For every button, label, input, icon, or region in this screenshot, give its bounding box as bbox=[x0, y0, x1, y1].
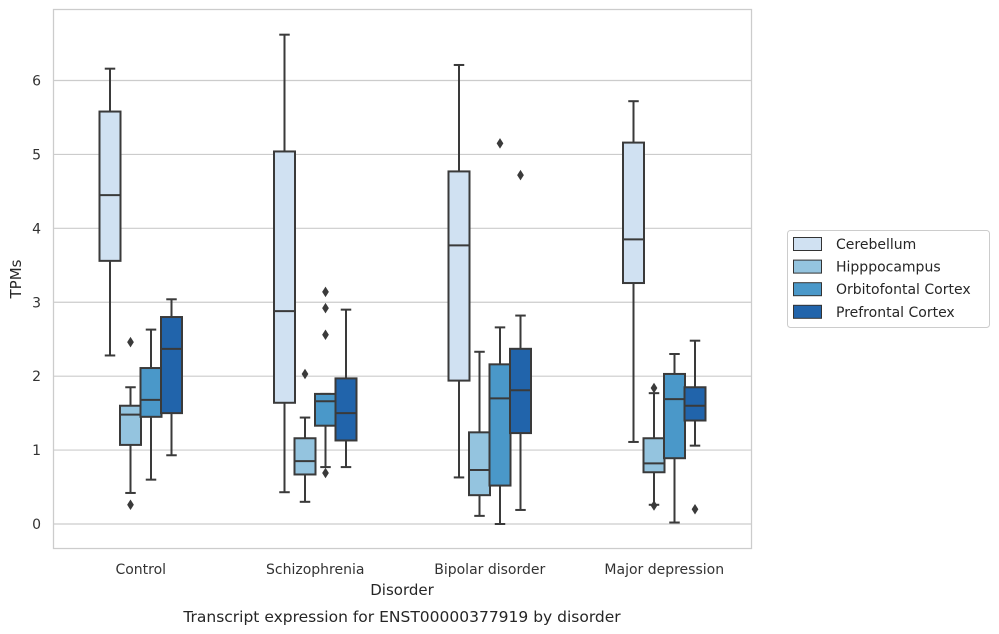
box-body bbox=[447, 170, 471, 382]
outlier-point bbox=[301, 368, 309, 380]
box-3-3 bbox=[683, 339, 707, 515]
box-3-2 bbox=[509, 169, 532, 511]
box-body bbox=[273, 150, 296, 404]
outlier-point bbox=[322, 302, 329, 314]
box-1-0 bbox=[119, 336, 142, 511]
box-body bbox=[488, 363, 512, 487]
legend-frame bbox=[787, 230, 990, 328]
box-body bbox=[293, 437, 317, 476]
box-body bbox=[663, 372, 686, 460]
legend: Cerebellum Hipppocampus Orbitofontal Corte… bbox=[787, 230, 990, 328]
box-body bbox=[119, 404, 142, 446]
outlier-point bbox=[691, 503, 699, 515]
y-tick-label: 6 bbox=[32, 74, 41, 90]
y-tick-label: 5 bbox=[32, 147, 41, 163]
outlier-point bbox=[322, 467, 329, 479]
box-body bbox=[642, 437, 666, 474]
box-1-1 bbox=[293, 368, 317, 503]
outlier-point bbox=[650, 500, 658, 511]
x-tick-labels: Control Schizophrenia Bipolar disorder Majo… bbox=[115, 562, 724, 578]
y-tick-labels: 0 1 2 3 4 5 6 bbox=[32, 74, 41, 534]
x-tick-label: Bipolar disorder bbox=[434, 562, 545, 578]
y-tick-label: 3 bbox=[32, 295, 41, 311]
outlier-point bbox=[127, 336, 134, 348]
legend-swatch bbox=[793, 237, 822, 251]
box-2-2 bbox=[488, 138, 512, 525]
box-3-0 bbox=[160, 298, 183, 457]
box-body bbox=[468, 431, 491, 497]
legend-label: Hipppocampus bbox=[836, 260, 941, 276]
legend-label: Prefrontal Cortex bbox=[836, 305, 955, 321]
box-body bbox=[139, 367, 163, 418]
box-2-0 bbox=[139, 328, 163, 481]
y-tick-label: 4 bbox=[32, 221, 41, 237]
y-tick-label: 0 bbox=[32, 517, 41, 533]
outlier-point bbox=[650, 382, 658, 394]
y-axis-title: TPMs bbox=[7, 259, 25, 299]
box-2-1 bbox=[314, 286, 337, 479]
box-1-2 bbox=[468, 350, 491, 517]
box-0-2 bbox=[447, 63, 471, 479]
box-body bbox=[683, 386, 707, 422]
box-body bbox=[334, 377, 358, 442]
outlier-point bbox=[322, 286, 329, 298]
x-tick-label: Schizophrenia bbox=[266, 562, 364, 578]
x-axis-title: Disorder bbox=[370, 581, 434, 599]
x-tick-label: Control bbox=[115, 562, 166, 578]
y-tick-label: 2 bbox=[32, 369, 41, 385]
box-body bbox=[622, 141, 645, 285]
box-0-1 bbox=[273, 33, 296, 494]
legend-swatch bbox=[793, 304, 822, 319]
box-2-3 bbox=[663, 352, 686, 524]
box-body bbox=[160, 316, 183, 415]
legend-swatch bbox=[793, 282, 822, 297]
legend-label: Orbitofontal Cortex bbox=[836, 282, 971, 298]
box-body bbox=[314, 392, 337, 427]
outlier-point bbox=[322, 329, 329, 341]
outlier-point bbox=[127, 499, 134, 511]
box-0-3 bbox=[622, 100, 645, 443]
box-body bbox=[98, 110, 122, 262]
box-0-0 bbox=[98, 67, 122, 357]
y-tick-label: 1 bbox=[32, 443, 41, 459]
box-3-1 bbox=[334, 308, 358, 469]
x-tick-label: Major depression bbox=[604, 562, 724, 578]
chart-caption: Transcript expression for ENST0000037791… bbox=[182, 608, 621, 626]
outlier-point bbox=[517, 169, 524, 181]
legend-label: Cerebellum bbox=[836, 237, 916, 253]
plot-frame bbox=[52, 8, 753, 550]
box-series bbox=[98, 33, 707, 525]
legend-swatch bbox=[793, 259, 822, 274]
outlier-point bbox=[496, 138, 504, 149]
